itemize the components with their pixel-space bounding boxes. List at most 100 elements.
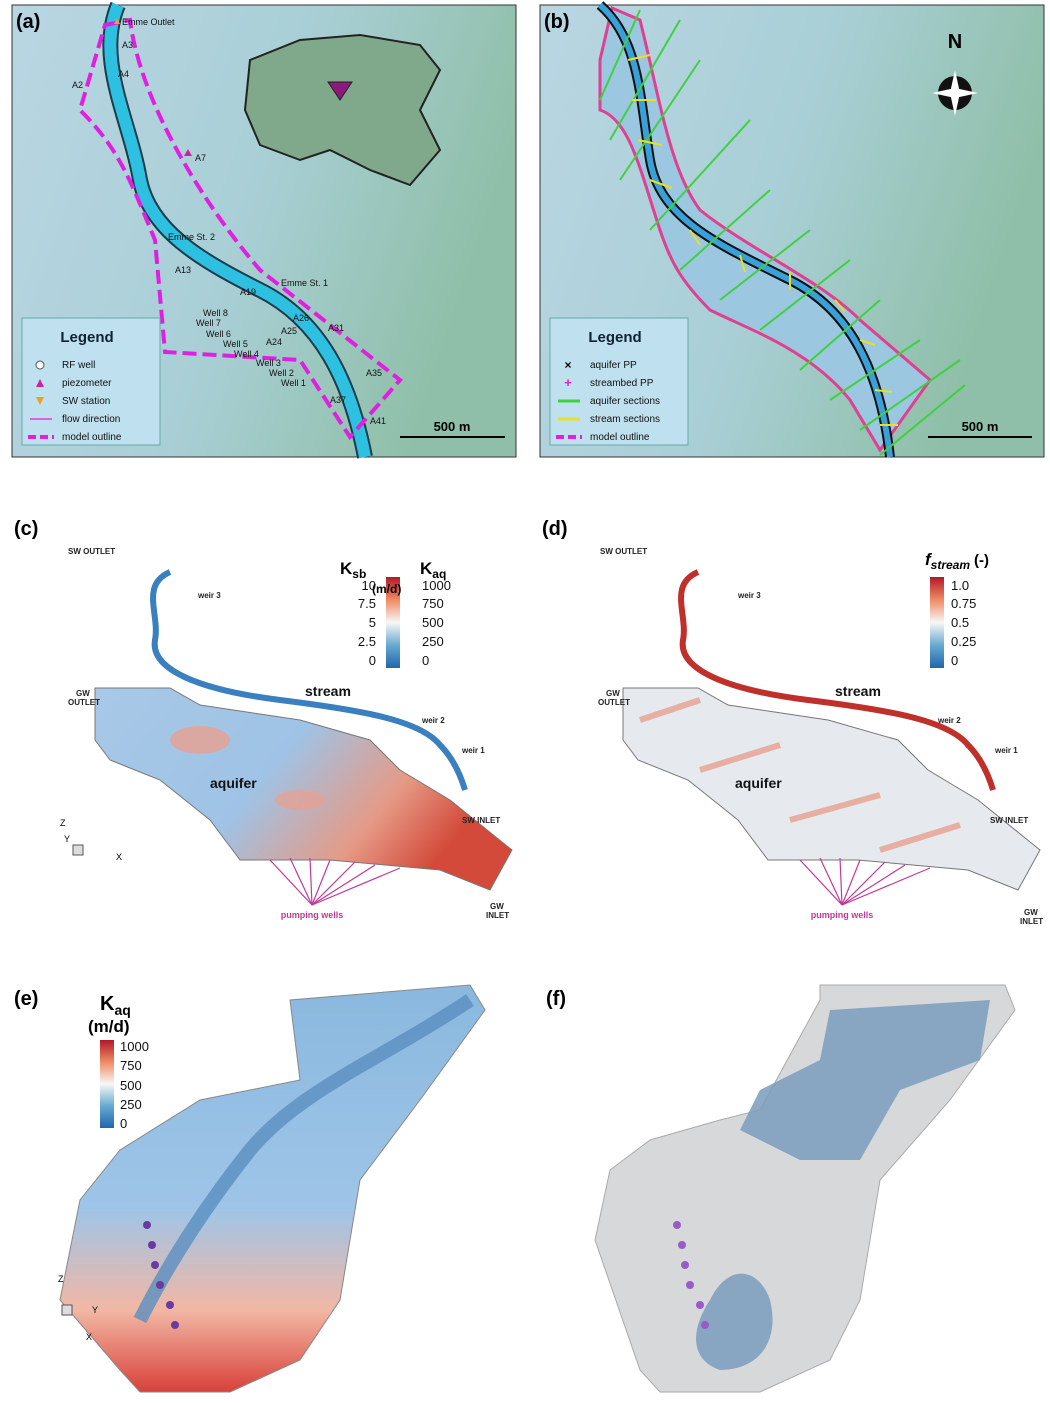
stream-ribbon [678, 569, 996, 791]
legend-symbol [36, 379, 44, 387]
tick-label: 500 [422, 615, 444, 630]
tick-label: 2.5 [358, 634, 376, 649]
site-label: A41 [370, 416, 386, 426]
colorbar-title: fstream (-) [925, 550, 989, 572]
north-label: N [948, 31, 962, 53]
site-label: A37 [330, 395, 346, 405]
annotation: SW INLET [990, 816, 1028, 825]
unit: (-) [974, 552, 989, 569]
texture [170, 726, 230, 754]
aquifer-block [622, 687, 1041, 891]
axis-label: Y [92, 1305, 98, 1315]
annotation: weir 1 [461, 746, 485, 755]
tick-label: 250 [120, 1097, 142, 1112]
axes-cube [72, 844, 84, 856]
panel-f: (f) [546, 984, 1016, 1393]
site-label: A35 [366, 368, 382, 378]
symbol: K [100, 993, 115, 1015]
location-marker [327, 81, 353, 101]
annotation: pumping wells [811, 910, 874, 920]
site-label: A2 [72, 80, 83, 90]
site-label: Well 6 [206, 329, 231, 339]
axis-label: Y [64, 834, 70, 844]
legend-item: flow direction [62, 414, 120, 425]
site-label: Well 5 [223, 339, 248, 349]
legend-item: streambed PP [590, 378, 654, 389]
axis-label: X [116, 852, 122, 862]
site-label: A26 [293, 313, 309, 323]
legend-item: stream sections [590, 414, 660, 425]
legend-item: model outline [62, 432, 122, 443]
legend-symbol: × [564, 358, 571, 372]
tick-label: 0 [422, 653, 429, 668]
subscript: sb [352, 567, 366, 581]
panel-label: (c) [14, 518, 38, 540]
site-label: Well 7 [196, 318, 221, 328]
tick-label: 0.75 [951, 596, 976, 611]
colorbar-title: Kaq [420, 559, 446, 581]
site-label: A19 [240, 287, 256, 297]
tick-label: 5 [369, 615, 376, 630]
tick-label: 1000 [120, 1039, 149, 1054]
colorbar [930, 577, 944, 668]
aquifer-3d [594, 984, 1016, 1393]
annotation: pumping wells [281, 910, 344, 920]
blue-zone [696, 1273, 773, 1370]
annotation: aquifer [210, 775, 257, 791]
panel-label: (f) [546, 988, 566, 1010]
panel-d: (d) fstream (-) 1.0 0.75 0.5 0.25 0 SW OU… [542, 518, 1043, 926]
blue-zone [740, 1000, 990, 1160]
line: GW [490, 902, 504, 911]
legend-item: aquifer sections [590, 396, 660, 407]
legend-box [21, 317, 161, 446]
axis-label: Z [58, 1274, 64, 1284]
annotation: stream [835, 683, 881, 699]
line: INLET [486, 911, 509, 920]
line: GW [606, 689, 620, 698]
annotation: SW OUTLET [600, 547, 647, 556]
aquifer-block [94, 687, 513, 891]
stream-ribbon [150, 569, 468, 791]
axis-label: X [86, 1332, 92, 1342]
subscript: aq [432, 567, 446, 581]
tick-label: 0.5 [951, 615, 969, 630]
site-label: Well 2 [269, 368, 294, 378]
piezometer [184, 149, 192, 156]
tick-label: 250 [422, 634, 444, 649]
panel-label: (a) [16, 11, 40, 33]
well-arrows [269, 857, 401, 906]
tick-label: 0.25 [951, 634, 976, 649]
symbol: f [925, 550, 933, 569]
wells [143, 1221, 179, 1329]
symbol: K [340, 559, 353, 578]
panel-b: (b) N Legend × + aquifer PP streambed PP… [539, 1, 1045, 458]
legend-title: Legend [60, 329, 113, 346]
tick-label: 10 [362, 578, 376, 593]
legend-symbol [35, 360, 45, 370]
colorbar-unit: (m/d) [372, 582, 401, 596]
symbol: K [420, 559, 433, 578]
annotation: weir 3 [197, 591, 221, 600]
site-label: Well 4 [234, 349, 259, 359]
legend-symbol [36, 397, 44, 405]
panel-label: (e) [14, 988, 38, 1010]
site-label: Well 8 [203, 308, 228, 318]
site-label: A7 [195, 153, 206, 163]
annotation: aquifer [735, 775, 782, 791]
legend-item: RF well [62, 360, 95, 371]
panel-a: (a) Emme Outlet A3 A2 A4 A7 Emme St. 2 A… [11, 1, 517, 459]
legend-symbol: + [564, 375, 572, 390]
annotation: stream [305, 683, 351, 699]
panel-c: (c) Ksb Kaq (m/d) 10 7.5 5 2.5 0 1000 75… [14, 518, 513, 920]
stream-channel [133, 994, 474, 1324]
sw-station [114, 18, 120, 24]
river [104, 2, 371, 459]
model-outline [598, 5, 933, 453]
site-label: A31 [328, 323, 344, 333]
legend-box [549, 317, 689, 446]
annotation: SW OUTLET [68, 547, 115, 556]
site-label: A25 [281, 326, 297, 336]
tick-label: 1.0 [951, 578, 969, 593]
panel-e: (e) Kaq (m/d) 1000 750 500 250 0 Z Y X [14, 984, 486, 1393]
